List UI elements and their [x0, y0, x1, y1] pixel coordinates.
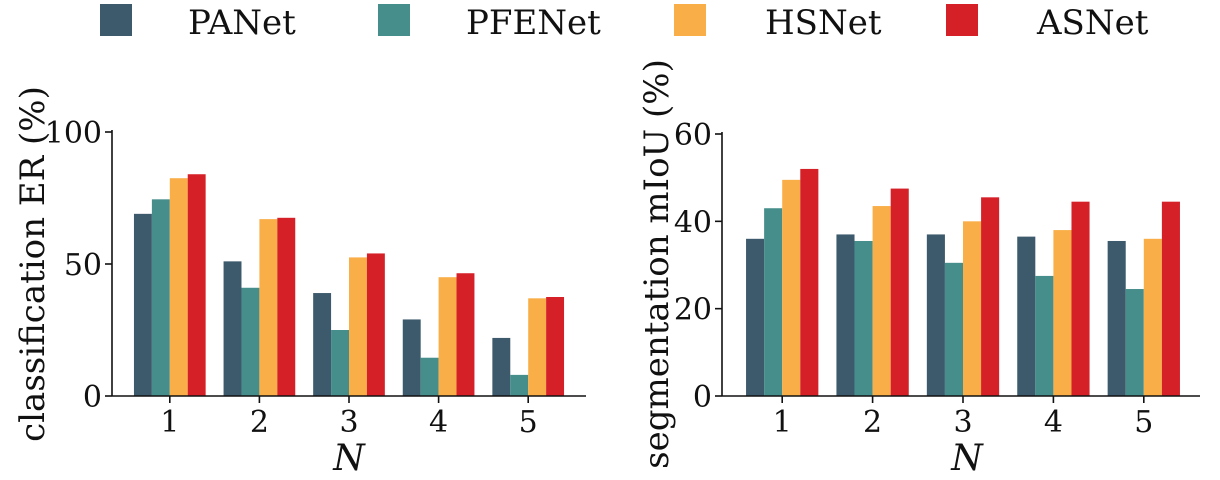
classification-bar-hsnet-n3 [349, 257, 367, 396]
classification-bar-panet-n4 [402, 319, 421, 396]
x-axis-label-classification: N [332, 438, 366, 476]
classification-bar-asnet-n2 [277, 217, 296, 396]
classification-bar-hsnet-n5 [528, 298, 547, 396]
classification-bar-hsnet-n2 [259, 219, 278, 396]
classification-bar-pfenet-n2 [241, 287, 260, 396]
segmentation-bar-pfenet-n4 [1035, 275, 1054, 396]
classification-bar-asnet-n4 [456, 273, 475, 396]
classification-bar-panet-n2 [223, 261, 242, 396]
segmentation-bar-hsnet-n5 [1143, 238, 1162, 396]
legend-swatch-asnet [946, 4, 978, 36]
segmentation-x-tick-label-5: 5 [1134, 405, 1153, 440]
legend-label-panet: PANet [188, 3, 296, 43]
classification-bar-pfenet-n3 [331, 330, 349, 396]
legend-swatch-panet [100, 4, 132, 36]
classification-bar-pfenet-n5 [510, 374, 529, 396]
segmentation-x-tick-label-3: 3 [953, 405, 972, 440]
y-axis-label-classification: classification ER (%) [13, 86, 53, 442]
classification-x-tick-label-2: 2 [250, 405, 269, 440]
classification-x-tick-label-3: 3 [339, 405, 358, 440]
segmentation-x-tick-label-2: 2 [863, 405, 882, 440]
segmentation-y-tick-label-0: 0 [693, 380, 712, 415]
segmentation-x-tick-label-4: 4 [1044, 405, 1063, 440]
segmentation-x-tick-label-1: 1 [773, 405, 792, 440]
classification-bar-pfenet-n1 [151, 199, 170, 396]
segmentation-bar-hsnet-n1 [782, 179, 801, 396]
segmentation-y-tick-label-20: 20 [674, 293, 712, 328]
segmentation-bar-pfenet-n1 [764, 208, 783, 396]
segmentation-bar-asnet-n5 [1161, 201, 1180, 396]
legend: PANet PFENet HSNet ASNet [100, 3, 1149, 43]
segmentation-bar-panet-n5 [1107, 240, 1126, 396]
classification-bar-hsnet-n1 [169, 178, 188, 396]
y-axis-label-segmentation: segmentation mIoU (%) [637, 59, 677, 469]
segmentation-bar-panet-n1 [746, 238, 765, 396]
legend-item-asnet: ASNet [946, 3, 1149, 43]
segmentation-bar-panet-n3 [926, 234, 945, 396]
classification-bar-asnet-n3 [366, 253, 385, 396]
segmentation-bar-asnet-n4 [1071, 201, 1090, 396]
classification-y-tick-label-100: 100 [45, 116, 102, 151]
segmentation-bar-asnet-n1 [800, 168, 819, 396]
segmentation-bar-pfenet-n3 [944, 262, 963, 396]
legend-label-asnet: ASNet [1036, 3, 1149, 43]
segmentation-miou-chart: 0 20 40 60 1 2 3 4 5 [674, 118, 1200, 440]
segmentation-y-tick-label-40: 40 [674, 205, 712, 240]
classification-x-tick-label-5: 5 [519, 405, 538, 440]
classification-x-tick-label-4: 4 [429, 405, 448, 440]
segmentation-bar-hsnet-n2 [872, 206, 891, 396]
classification-bar-panet-n1 [133, 213, 152, 396]
segmentation-bar-asnet-n2 [890, 188, 909, 396]
legend-label-pfenet: PFENet [466, 3, 601, 43]
legend-item-hsnet: HSNet [674, 3, 882, 43]
segmentation-bar-hsnet-n3 [963, 221, 982, 396]
legend-item-pfenet: PFENet [378, 3, 601, 43]
classification-bar-pfenet-n4 [420, 357, 439, 396]
classification-bar-panet-n3 [313, 293, 332, 396]
segmentation-bar-hsnet-n4 [1053, 230, 1072, 396]
legend-item-panet: PANet [100, 3, 296, 43]
segmentation-bar-pfenet-n2 [854, 240, 873, 396]
classification-bar-asnet-n5 [546, 297, 565, 396]
legend-swatch-pfenet [378, 4, 410, 36]
x-axis-label-segmentation: N [950, 438, 984, 476]
segmentation-bar-asnet-n3 [981, 197, 1000, 396]
segmentation-y-tick-label-60: 60 [674, 118, 712, 153]
legend-label-hsnet: HSNet [765, 3, 882, 43]
segmentation-bar-pfenet-n5 [1125, 289, 1144, 396]
segmentation-bar-panet-n4 [1017, 236, 1036, 396]
classification-bar-panet-n5 [492, 337, 511, 396]
classification-bar-asnet-n1 [187, 174, 206, 396]
classification-x-tick-label-1: 1 [160, 405, 179, 440]
classification-y-tick-label-50: 50 [64, 248, 102, 283]
classification-er-chart: 0 50 100 1 2 3 4 5 [45, 116, 586, 440]
segmentation-bar-panet-n2 [836, 234, 855, 396]
legend-swatch-hsnet [674, 4, 706, 36]
classification-y-tick-label-0: 0 [83, 380, 102, 415]
classification-bar-hsnet-n4 [438, 277, 457, 396]
